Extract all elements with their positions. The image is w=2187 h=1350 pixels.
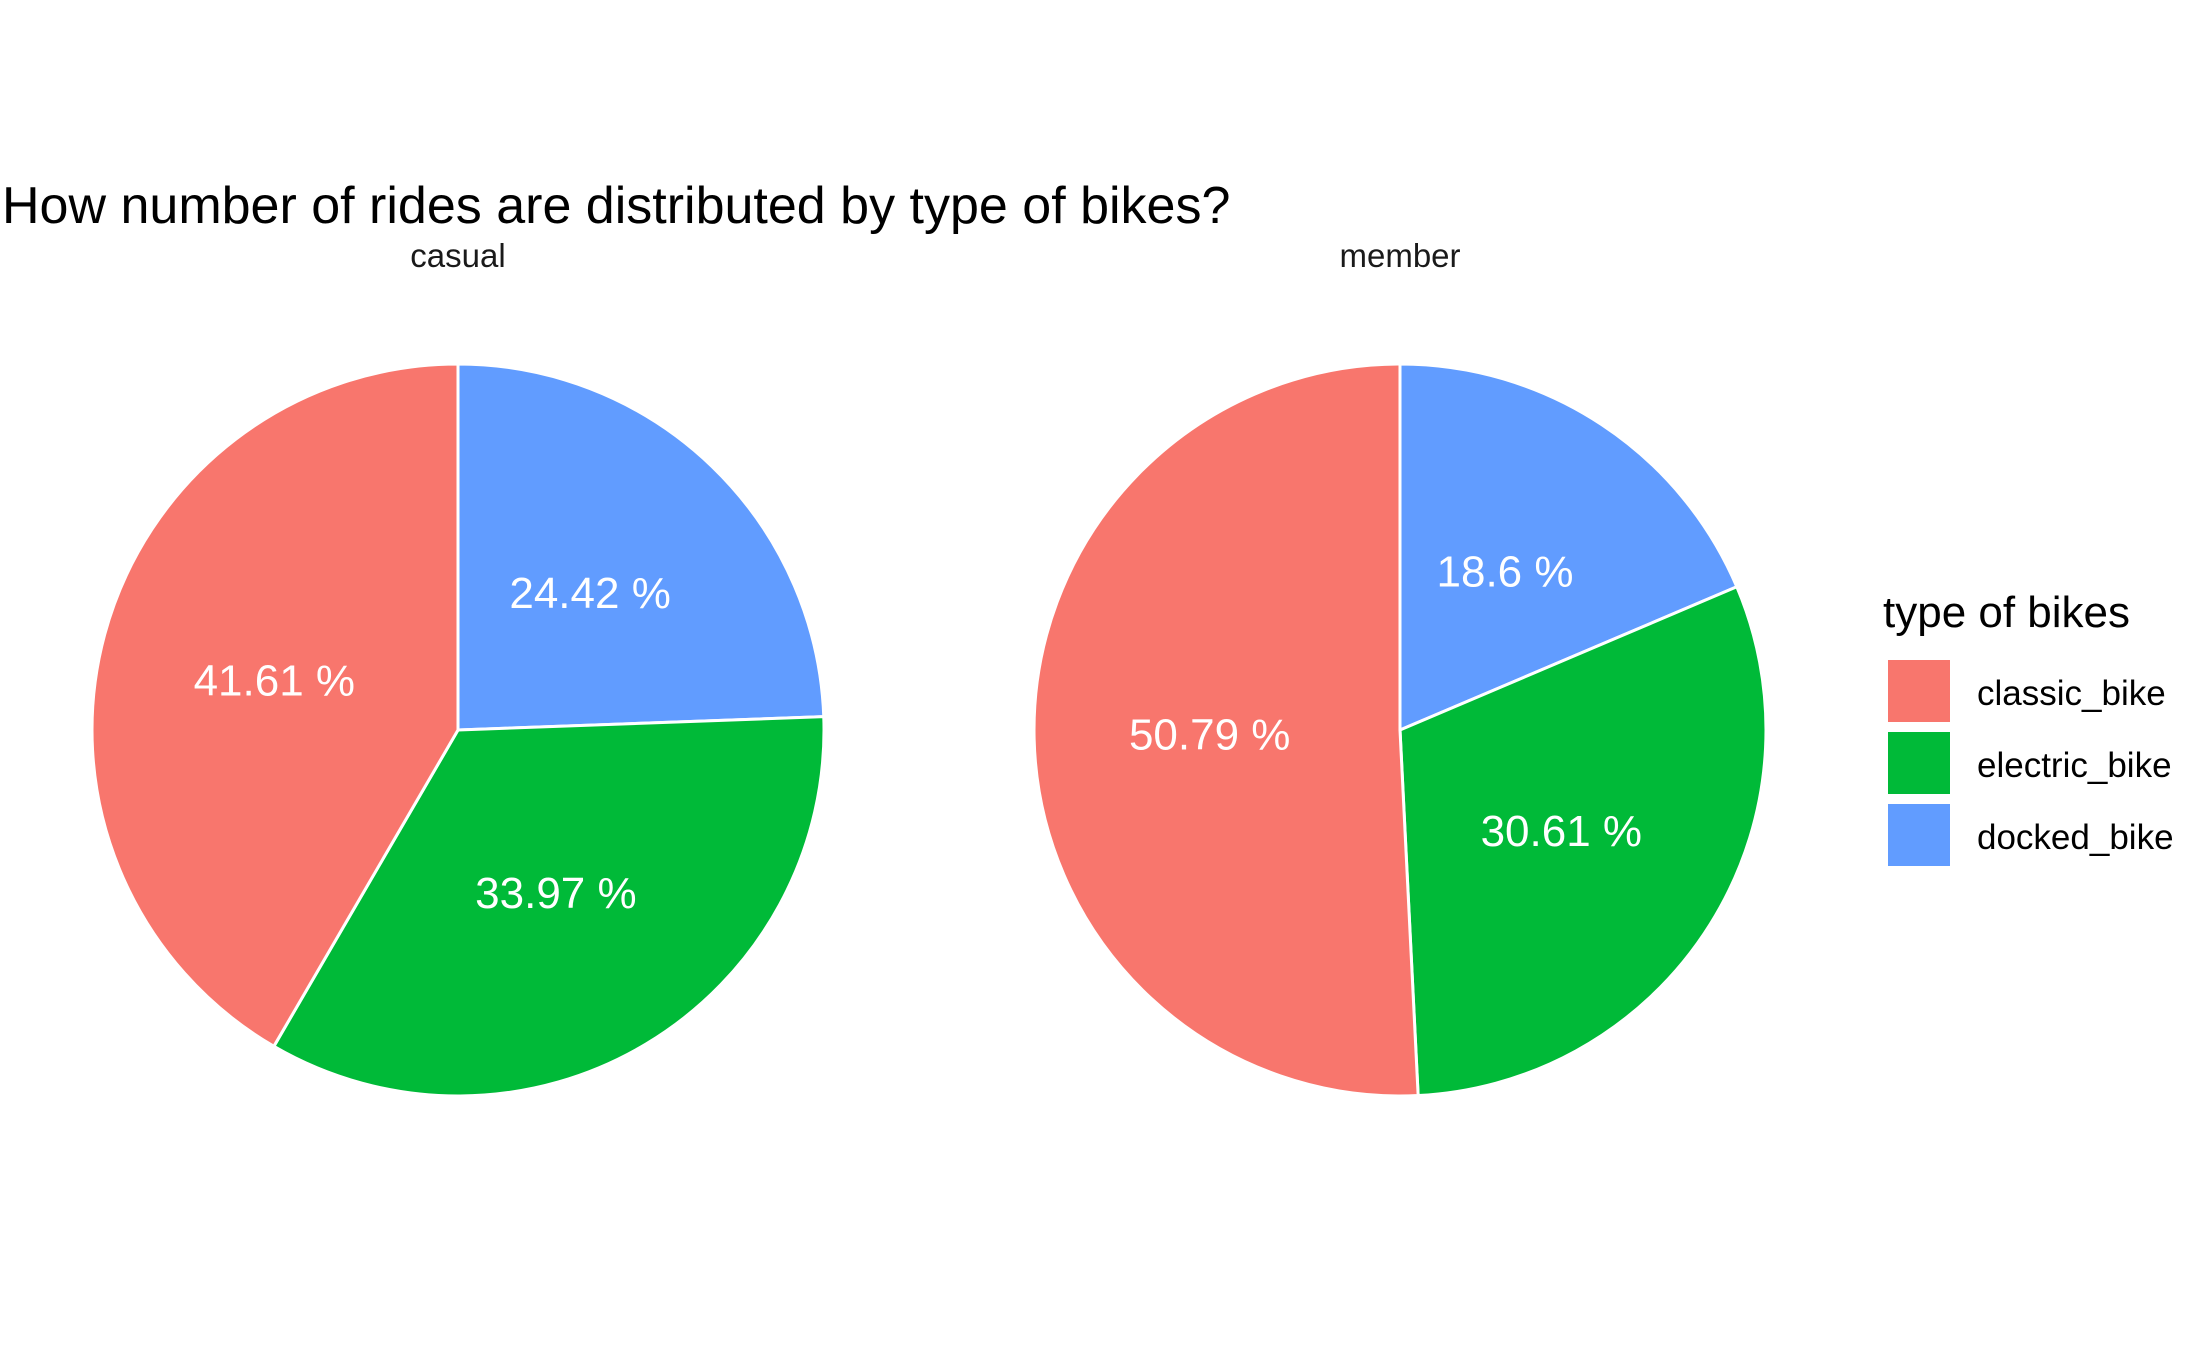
slice-label-casual-docked-bike: 24.42 % [509, 569, 670, 618]
slice-label-member-electric-bike: 30.61 % [1481, 807, 1642, 856]
pie-slice-member-electric-bike [1398, 585, 1768, 1098]
slice-label-member-docked-bike: 18.6 % [1437, 547, 1574, 596]
legend-label-electric-bike: electric_bike [1977, 746, 2172, 785]
pie-member: 18.6 % 30.61 % 50.79 % [1032, 362, 1768, 1098]
legend-swatch-electric-bike [1888, 732, 1950, 794]
facet-casual: casual 24.42 % 33.97 % 41.61 % [90, 237, 826, 1098]
slice-label-casual-classic-bike: 41.61 % [194, 656, 355, 705]
legend-item-docked-bike: docked_bike [1888, 804, 2174, 866]
legend: type of bikes classic_bike electric_bike… [1883, 588, 2174, 866]
slice-label-casual-electric-bike: 33.97 % [475, 869, 636, 918]
legend-item-electric-bike: electric_bike [1888, 732, 2172, 794]
pie-casual: 24.42 % 33.97 % 41.61 % [90, 362, 826, 1098]
pie-slice-casual-docked-bike [456, 362, 826, 732]
legend-label-docked-bike: docked_bike [1977, 818, 2174, 857]
facet-label-casual: casual [410, 237, 505, 274]
chart-title: How number of rides are distributed by t… [2, 177, 1230, 235]
legend-item-classic-bike: classic_bike [1888, 660, 2166, 722]
pie-slice-casual-classic-bike [90, 362, 460, 1048]
facet-label-member: member [1339, 237, 1460, 274]
slice-label-member-classic-bike: 50.79 % [1129, 711, 1290, 760]
legend-title: type of bikes [1883, 588, 2130, 637]
pie-slice-member-docked-bike [1398, 362, 1739, 732]
facet-member: member 18.6 % 30.61 % 50.79 % [1032, 237, 1768, 1098]
legend-label-classic-bike: classic_bike [1977, 674, 2166, 713]
legend-swatch-docked-bike [1888, 804, 1950, 866]
legend-swatch-classic-bike [1888, 660, 1950, 722]
pie-slice-member-classic-bike [1032, 362, 1420, 1098]
